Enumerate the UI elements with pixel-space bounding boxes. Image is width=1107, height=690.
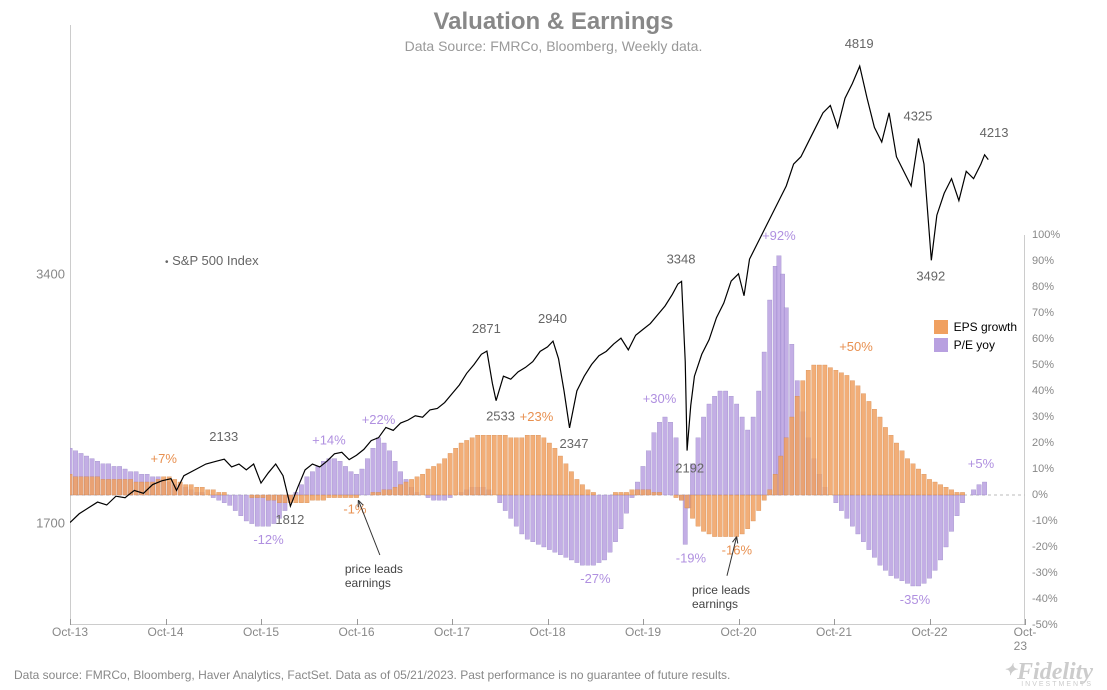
svg-text:2533: 2533 xyxy=(486,409,515,424)
x-tick-label: Oct-14 xyxy=(147,625,183,639)
plot-area: 2133 1812 2533 2871 2940 2347 2192 3348 4819 4325… xyxy=(70,25,1025,625)
legend-pe: P/E yoy xyxy=(934,338,1017,352)
x-tick-label: Oct-16 xyxy=(338,625,374,639)
svg-text:3348: 3348 xyxy=(667,251,696,266)
legend-eps-label: EPS growth xyxy=(954,320,1017,334)
x-tick-label: Oct-20 xyxy=(720,625,756,639)
y-axis-left: 1700 3400 xyxy=(25,25,65,625)
svg-text:-19%: -19% xyxy=(676,550,707,565)
footer-text: Data source: FMRCo, Bloomberg, Haver Ana… xyxy=(14,668,730,682)
svg-text:+23%: +23% xyxy=(520,409,554,424)
plot-svg: 2133 1812 2533 2871 2940 2347 2192 3348 4819 4325… xyxy=(70,25,1025,625)
svg-text:-16%: -16% xyxy=(722,543,753,558)
svg-text:+5%: +5% xyxy=(968,456,995,471)
svg-text:2871: 2871 xyxy=(472,321,501,336)
legend: EPS growth P/E yoy xyxy=(934,320,1017,356)
svg-text:2133: 2133 xyxy=(209,429,238,444)
x-tick-label: Oct-23 xyxy=(1014,625,1037,653)
x-tick-label: Oct-13 xyxy=(52,625,88,639)
x-tick-label: Oct-18 xyxy=(529,625,565,639)
y-right-tick: -30% xyxy=(1032,567,1058,579)
svg-text:earnings: earnings xyxy=(345,576,391,590)
y-right-tick: 30% xyxy=(1032,411,1054,423)
svg-text:+22%: +22% xyxy=(362,412,396,427)
y-right-tick: 60% xyxy=(1032,333,1054,345)
y-right-tick: -40% xyxy=(1032,593,1058,605)
y-right-tick: 10% xyxy=(1032,463,1054,475)
svg-text:+14%: +14% xyxy=(312,433,346,448)
svg-text:earnings: earnings xyxy=(692,597,738,611)
svg-text:4213: 4213 xyxy=(980,125,1009,140)
y-right-tick: 80% xyxy=(1032,281,1054,293)
y-right-tick: 50% xyxy=(1032,359,1054,371)
y-right-tick: -20% xyxy=(1032,541,1058,553)
y-right-tick: 70% xyxy=(1032,307,1054,319)
svg-text:+92%: +92% xyxy=(762,228,796,243)
x-tick-label: Oct-19 xyxy=(625,625,661,639)
legend-pe-label: P/E yoy xyxy=(954,338,995,352)
svg-text:1812: 1812 xyxy=(275,512,304,527)
svg-text:-27%: -27% xyxy=(580,571,611,586)
legend-swatch-eps xyxy=(934,320,948,334)
x-tick-label: Oct-15 xyxy=(243,625,279,639)
svg-text:2347: 2347 xyxy=(560,436,589,451)
series-label-text: S&P 500 Index xyxy=(172,253,259,268)
chart-container: Valuation & Earnings Data Source: FMRCo,… xyxy=(0,0,1107,690)
svg-text:-35%: -35% xyxy=(900,592,931,607)
y-right-tick: -10% xyxy=(1032,515,1058,527)
legend-swatch-pe xyxy=(934,338,948,352)
x-tick-label: Oct-22 xyxy=(911,625,947,639)
x-tick-label: Oct-17 xyxy=(434,625,470,639)
svg-text:price leads: price leads xyxy=(692,583,750,597)
fidelity-logo-sub: INVESTMENTS xyxy=(1021,681,1093,688)
svg-text:4325: 4325 xyxy=(903,108,932,123)
x-tick-label: Oct-21 xyxy=(816,625,852,639)
y-left-tick: 3400 xyxy=(36,266,65,281)
legend-eps: EPS growth xyxy=(934,320,1017,334)
y-axis-right: -50%-40%-30%-20%-10%0%10%20%30%40%50%60%… xyxy=(1032,25,1082,625)
svg-text:3492: 3492 xyxy=(916,268,945,283)
svg-text:2940: 2940 xyxy=(538,311,567,326)
x-axis: Oct-13Oct-14Oct-15Oct-16Oct-17Oct-18Oct-… xyxy=(70,625,1025,645)
svg-text:+7%: +7% xyxy=(151,451,178,466)
svg-text:4819: 4819 xyxy=(845,36,874,51)
svg-text:+50%: +50% xyxy=(839,339,873,354)
y-right-tick: 20% xyxy=(1032,437,1054,449)
y-left-tick: 1700 xyxy=(36,515,65,530)
svg-text:+30%: +30% xyxy=(643,391,677,406)
y-right-tick: 90% xyxy=(1032,255,1054,267)
y-right-tick: 40% xyxy=(1032,385,1054,397)
y-right-tick: 0% xyxy=(1032,489,1048,501)
svg-text:2192: 2192 xyxy=(675,461,704,476)
series-label: • S&P 500 Index xyxy=(165,253,259,268)
svg-text:-12%: -12% xyxy=(253,532,284,547)
svg-text:price leads: price leads xyxy=(345,562,403,576)
y-right-tick: 100% xyxy=(1032,229,1060,241)
